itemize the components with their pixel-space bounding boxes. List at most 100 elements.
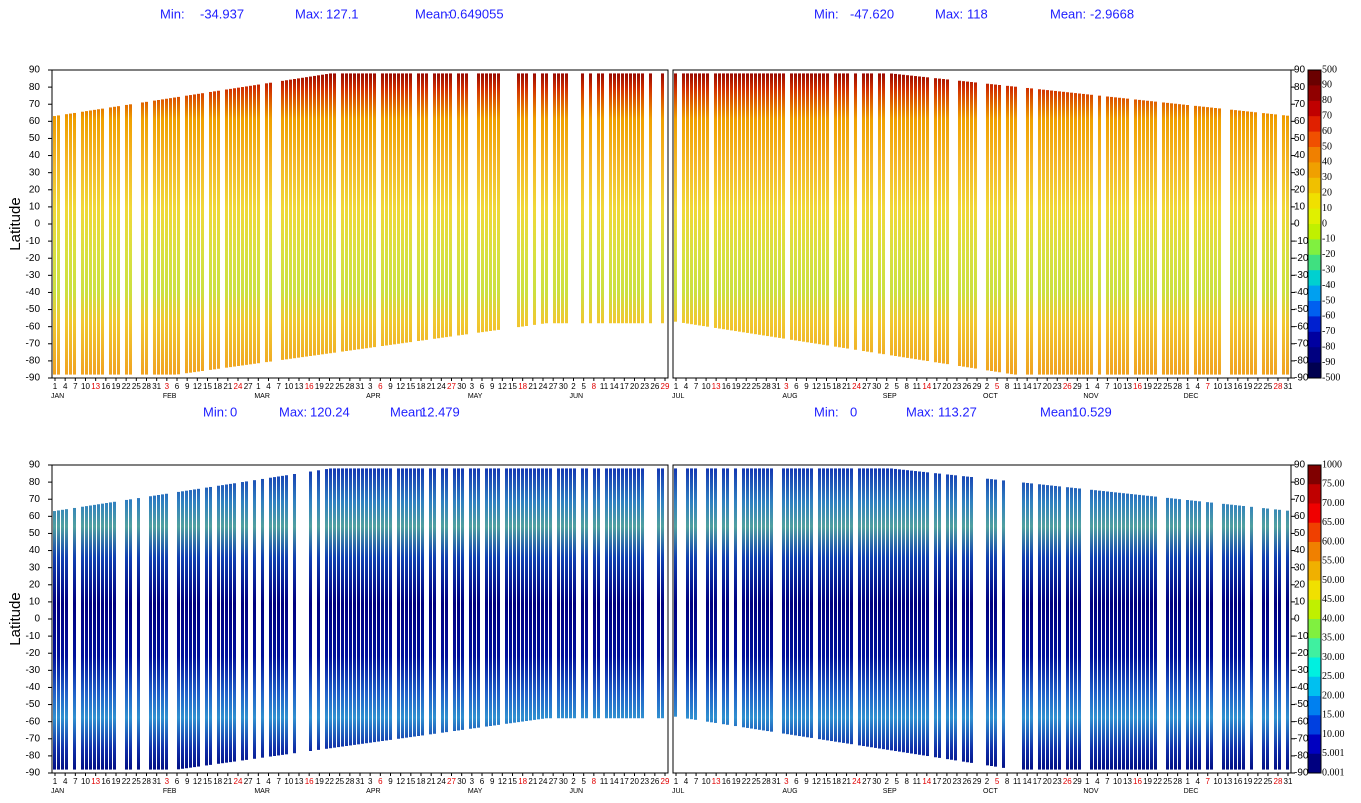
x-tick-label: 26 <box>650 382 659 391</box>
colorbar-segment <box>1308 85 1321 102</box>
x-tick-label: 18 <box>213 777 222 786</box>
x-tick-label: 8 <box>905 777 910 786</box>
swath <box>1162 102 1165 375</box>
colorbar-label: -80 <box>1322 341 1335 352</box>
x-tick-label: 19 <box>315 382 324 391</box>
stat-label: Max: <box>935 6 963 21</box>
swath <box>353 468 356 745</box>
x-tick-label: 25 <box>1263 382 1272 391</box>
x-tick-label: 19 <box>1243 777 1252 786</box>
swath <box>205 487 208 766</box>
colorbar-label: 20.00 <box>1322 690 1345 701</box>
colorbar-segment <box>1308 162 1321 179</box>
x-tick-label: 12 <box>498 382 507 391</box>
swath <box>661 468 664 719</box>
swath <box>802 73 805 342</box>
colorbar-label-bg <box>1322 95 1358 106</box>
x-tick-label: 5 <box>894 382 899 391</box>
swath <box>714 73 717 328</box>
swath <box>57 510 60 770</box>
stat-value: -34.937 <box>200 6 244 21</box>
x-tick-label: 7 <box>276 382 281 391</box>
swath <box>914 76 917 360</box>
swath <box>914 471 917 755</box>
x-tick-label: 2 <box>985 382 990 391</box>
x-tick-label: 22 <box>742 777 751 786</box>
swath <box>109 502 112 770</box>
swath <box>1118 97 1121 375</box>
swath <box>289 79 292 359</box>
x-tick-label: 17 <box>620 777 629 786</box>
x-tick-label: 1 <box>256 777 261 786</box>
swath <box>766 468 769 732</box>
swath <box>389 468 392 740</box>
swath <box>485 468 488 727</box>
swath <box>113 501 116 770</box>
swath <box>1262 113 1265 375</box>
swath <box>814 73 817 344</box>
swath <box>525 73 528 326</box>
x-tick-label: 31 <box>772 382 781 391</box>
swath <box>1110 491 1113 770</box>
y-tick-label: -30 <box>1294 270 1309 281</box>
swath <box>698 73 701 326</box>
x-tick-label: 25 <box>335 382 344 391</box>
swath <box>770 73 773 337</box>
colorbar-label-bg <box>1322 373 1358 383</box>
swath <box>1174 103 1177 375</box>
month-label: DEC <box>1184 393 1199 400</box>
x-tick-label: 21 <box>427 382 436 391</box>
colorbar-label-bg <box>1322 537 1358 547</box>
swath <box>1050 90 1053 375</box>
x-tick-label: 1 <box>674 382 679 391</box>
x-tick-label: 28 <box>142 382 151 391</box>
swath <box>129 499 132 770</box>
swath <box>910 75 913 359</box>
colorbar-segment <box>1308 753 1321 774</box>
y-tick-label: 90 <box>29 460 41 471</box>
swath <box>461 73 464 335</box>
swath <box>1186 500 1189 770</box>
x-tick-label: 9 <box>388 382 393 391</box>
swath <box>293 79 296 359</box>
swath <box>261 478 264 758</box>
swath <box>962 476 965 762</box>
colorbar-segment <box>1308 561 1321 581</box>
x-tick-label: 15 <box>203 777 212 786</box>
colorbar-label-bg <box>1322 710 1358 721</box>
x-tick-label: 11 <box>913 777 922 786</box>
swath <box>966 476 969 763</box>
swath <box>846 73 849 349</box>
swath <box>810 468 813 738</box>
swath <box>690 73 693 325</box>
colorbar-label-bg <box>1322 280 1358 291</box>
swath <box>325 74 328 354</box>
swath <box>357 73 360 350</box>
x-tick-label: 18 <box>518 777 527 786</box>
y-tick-label: -90 <box>1294 373 1309 384</box>
y-axis-label: Latitude <box>7 197 24 250</box>
y-tick-label: 10 <box>29 202 41 213</box>
swath <box>994 479 997 767</box>
month-label: DEC <box>1184 788 1199 795</box>
swath <box>365 468 368 744</box>
x-tick-label: 10 <box>1213 777 1222 786</box>
x-tick-label: 24 <box>539 777 548 786</box>
x-tick-label: 6 <box>794 777 799 786</box>
month-label: JAN <box>51 393 64 400</box>
swath <box>409 73 412 343</box>
x-tick-label: 28 <box>345 777 354 786</box>
swath <box>297 78 300 358</box>
x-tick-label: 14 <box>610 777 619 786</box>
x-tick-label: 10 <box>284 777 293 786</box>
x-tick-label: 8 <box>905 382 910 391</box>
swath <box>1030 88 1033 375</box>
swath <box>445 468 448 733</box>
swath <box>870 468 873 748</box>
x-tick-label: 3 <box>368 777 373 786</box>
swath <box>1070 92 1073 375</box>
y-tick-label: 40 <box>29 545 41 556</box>
swath <box>1074 93 1077 375</box>
x-tick-label: 18 <box>832 382 841 391</box>
x-tick-label: 11 <box>1013 382 1022 391</box>
